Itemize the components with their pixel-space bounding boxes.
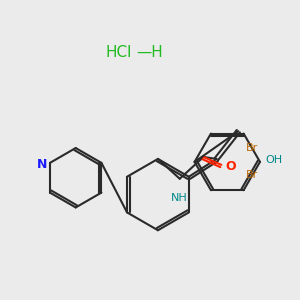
Text: HCl: HCl bbox=[106, 45, 132, 60]
Text: Br: Br bbox=[246, 143, 258, 154]
Text: Br: Br bbox=[246, 170, 258, 180]
Text: NH: NH bbox=[171, 193, 188, 202]
Text: O: O bbox=[225, 160, 236, 173]
Text: N: N bbox=[37, 158, 47, 171]
Text: —H: —H bbox=[136, 45, 163, 60]
Text: OH: OH bbox=[265, 155, 282, 165]
